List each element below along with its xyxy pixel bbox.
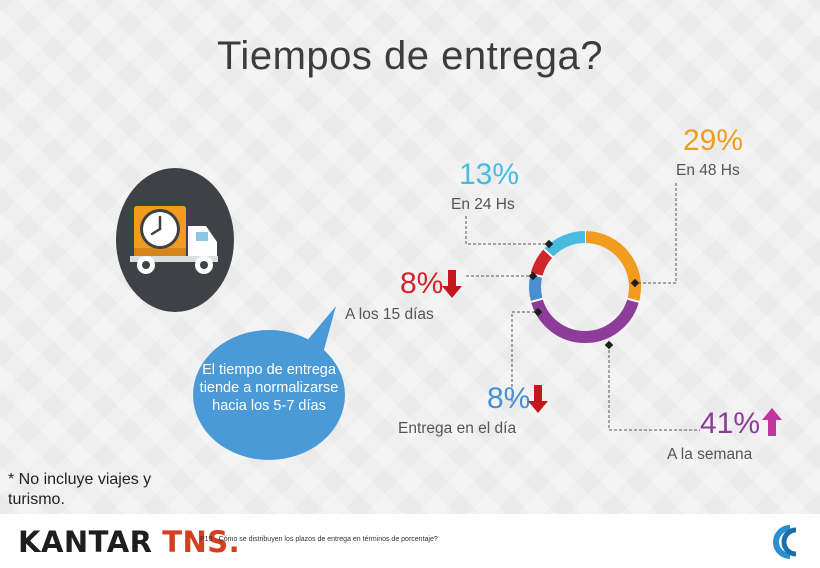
logo-accent: TNS. (162, 525, 241, 559)
leader-line-48hs (635, 183, 677, 284)
bubble-text: El tiempo de entrega tiende a normalizar… (199, 362, 339, 414)
label-dia: Entrega en el día (398, 420, 517, 437)
pct-semana: 41% (700, 407, 761, 440)
arrow-down-icon (528, 385, 548, 413)
donut-segment-4 (543, 231, 586, 258)
pct-dia: 8% (487, 382, 531, 415)
donut-segment-0 (584, 231, 641, 302)
pct-15dias: 8% (400, 267, 444, 300)
leader-line-24hs (465, 216, 549, 245)
donut-segment-1 (531, 298, 639, 343)
leader-lines (465, 183, 700, 431)
arrow-up-icon (762, 408, 782, 436)
label-semana: A la semana (667, 446, 753, 463)
pct-48hs: 29% (683, 124, 744, 157)
footnote: * No incluye viajes y turismo. (8, 471, 152, 508)
cc-logo-icon (771, 521, 813, 563)
arrow-down-icon (442, 270, 462, 298)
kantar-tns-logo: KANTAR TNS. (18, 525, 240, 559)
label-48hs: En 48 Hs (676, 162, 740, 179)
leader-line-dia (511, 311, 538, 402)
leader-line-semana (608, 345, 700, 431)
pct-24hs: 13% (459, 158, 520, 191)
logo-main: KANTAR (18, 525, 153, 559)
donut-separator-1 (626, 297, 641, 304)
label-24hs: En 24 Hs (451, 196, 515, 213)
speech-bubble-icon (193, 306, 345, 460)
donut-separator-2 (529, 297, 544, 304)
survey-question: P19 - Cómo se distribuyen los plazos de … (200, 536, 438, 543)
label-15dias: A los 15 días (345, 306, 434, 323)
donut-separator-4 (542, 247, 555, 259)
footer-bar (0, 514, 820, 568)
delivery-truck-clock-icon (130, 206, 218, 274)
page-title: Tiempos de entrega? (216, 34, 604, 78)
